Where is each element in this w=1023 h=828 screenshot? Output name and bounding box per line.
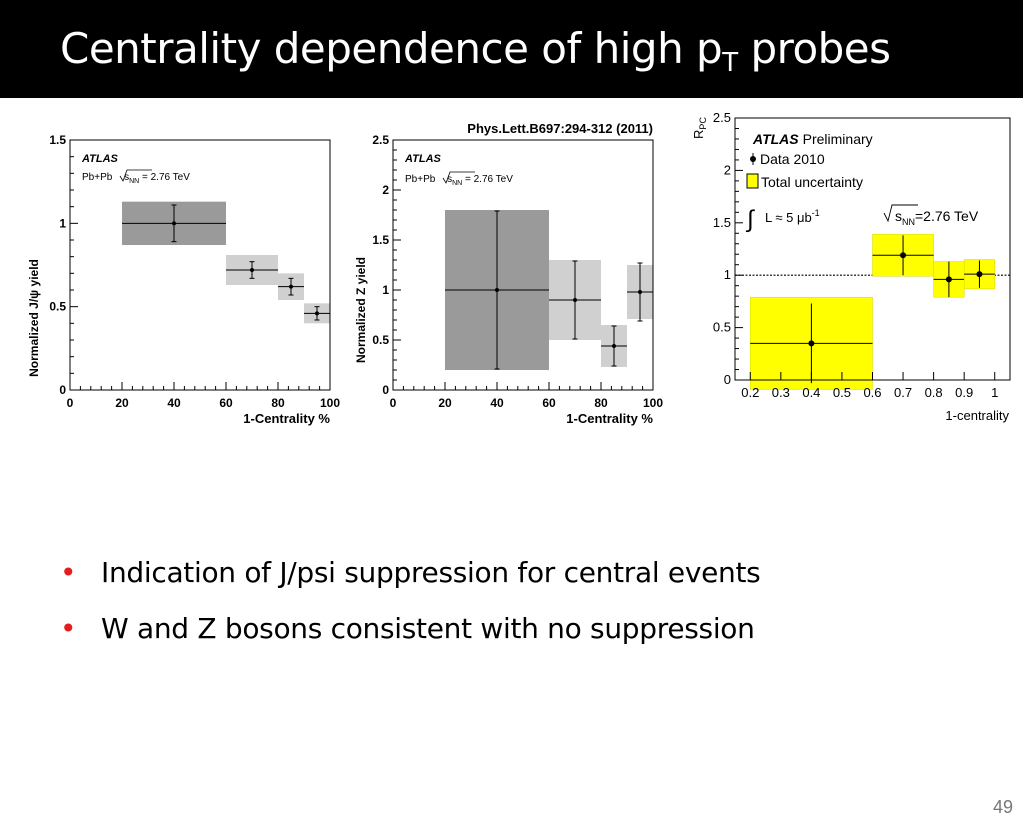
title-subscript: T bbox=[722, 48, 738, 78]
chart3-legend-experiment: ATLAS Preliminary bbox=[752, 131, 873, 147]
chart2-y-tick-label: 2 bbox=[382, 183, 389, 197]
chart1-xlabel: 1-Centrality % bbox=[243, 411, 330, 426]
chart3-y-tick-label: 2 bbox=[724, 162, 731, 177]
chart3-data-point bbox=[976, 271, 983, 278]
page-number: 49 bbox=[992, 797, 1013, 817]
chart3-y-tick-label: 1.5 bbox=[713, 215, 731, 230]
chart1-atlas-label: ATLAS bbox=[81, 153, 119, 165]
chart2-x-tick-label: 80 bbox=[594, 396, 608, 410]
chart3-x-tick-label: 0.2 bbox=[741, 385, 759, 400]
chart3-y-tick-label: 0.5 bbox=[713, 320, 731, 335]
chart3-x-tick-label: 0.8 bbox=[925, 385, 943, 400]
bullet-list: • Indication of J/psi suppression for cen… bbox=[60, 545, 761, 657]
chart3-x-tick-label: 0.5 bbox=[833, 385, 851, 400]
chart2-xlabel: 1-Centrality % bbox=[566, 411, 653, 426]
title-main: Centrality dependence of high p bbox=[60, 24, 723, 73]
chart3-legend-data-marker bbox=[750, 156, 756, 162]
chart3-ylabel: RPC bbox=[691, 117, 708, 139]
chart2-atlas-label: ATLAS bbox=[404, 153, 442, 165]
chart2-sqrt-s: s bbox=[447, 174, 452, 185]
chart1-x-tick-label: 40 bbox=[167, 396, 181, 410]
chart3-sqrt-sign bbox=[883, 204, 918, 223]
chart1-x-tick-label: 80 bbox=[271, 396, 285, 410]
chart1-energy-label: Pb+Pb sNN = 2.76 TeV bbox=[82, 172, 190, 185]
bullet-marker: • bbox=[60, 612, 77, 645]
chart2-y-tick-label: 2.5 bbox=[372, 133, 389, 147]
chart3-x-tick-label: 0.9 bbox=[955, 385, 973, 400]
chart1-x-tick-label: 60 bbox=[219, 396, 233, 410]
bullet-item: • Indication of J/psi suppression for cen… bbox=[60, 545, 761, 601]
chart3-xlabel: 1-centrality bbox=[945, 408, 1009, 423]
chart3-sqrt-s: s bbox=[895, 208, 902, 224]
chart2-data-point bbox=[612, 344, 616, 348]
chart1-x-tick-label: 0 bbox=[67, 396, 74, 410]
chart1-y-tick-label: 1.5 bbox=[49, 133, 66, 147]
chart2-y-tick-label: 0 bbox=[382, 383, 389, 397]
title-bar: Centrality dependence of high pT probes bbox=[0, 0, 1023, 98]
chart3-data-point bbox=[900, 252, 907, 259]
chart2-title: Phys.Lett.B697:294-312 (2011) bbox=[467, 121, 653, 136]
chart1-sqrt-sign bbox=[119, 169, 152, 182]
chart3-x-tick-label: 0.7 bbox=[894, 385, 912, 400]
chart2-y-tick-label: 1 bbox=[382, 283, 389, 297]
chart1-ylabel: Normalized J/ψ yield bbox=[27, 259, 41, 377]
chart2-x-tick-label: 0 bbox=[390, 396, 397, 410]
chart2-x-tick-label: 100 bbox=[643, 396, 663, 410]
slide-title: Centrality dependence of high pT probes bbox=[60, 20, 891, 92]
chart2-plot-frame bbox=[392, 139, 654, 391]
chart1-y-tick-label: 1 bbox=[59, 216, 66, 230]
chart1-x-tick-label: 20 bbox=[115, 396, 129, 410]
chart3-data-point bbox=[945, 276, 952, 283]
chart2-ylabel: Normalized Z yield bbox=[354, 257, 368, 363]
z-yield-chart: Phys.Lett.B697:294-312 (2011) Normalized… bbox=[354, 121, 663, 426]
chart1-data-point bbox=[289, 284, 293, 289]
title-rest: probes bbox=[737, 24, 891, 73]
chart3-energy-label: sNN=2.76 TeV bbox=[895, 208, 979, 227]
chart3-lumi-label: L ≈ 5 μb-1 bbox=[765, 208, 820, 225]
chart3-data-point bbox=[808, 340, 815, 347]
chart1-sqrt-s: s bbox=[124, 172, 129, 183]
chart2-data-point bbox=[495, 288, 499, 292]
bullet-text: Indication of J/psi suppression for cent… bbox=[101, 556, 761, 589]
chart3-x-tick-label: 0.4 bbox=[802, 385, 820, 400]
jpsi-yield-chart: Normalized J/ψ yield 1-Centrality % ATLA… bbox=[27, 133, 340, 426]
bullet-marker: • bbox=[60, 556, 77, 589]
chart2-x-tick-label: 40 bbox=[490, 396, 504, 410]
chart3-legend-data: Data 2010 bbox=[760, 151, 825, 167]
chart1-y-tick-label: 0.5 bbox=[49, 300, 66, 314]
chart3-y-tick-label: 1 bbox=[724, 267, 731, 282]
chart1-x-tick-label: 100 bbox=[320, 396, 340, 410]
chart3-legend-uncertainty-swatch bbox=[746, 173, 759, 189]
chart2-x-tick-label: 60 bbox=[542, 396, 556, 410]
chart3-y-tick-label: 0 bbox=[724, 372, 731, 387]
chart3-y-tick-label: 2.5 bbox=[713, 110, 731, 125]
bullet-item: • W and Z bosons consistent with no suppr… bbox=[60, 601, 760, 657]
chart1-y-tick-label: 0 bbox=[59, 383, 66, 397]
chart3-x-tick-label: 1 bbox=[991, 385, 998, 400]
chart3-x-tick-label: 0.3 bbox=[772, 385, 790, 400]
chart3-x-tick-label: 0.6 bbox=[863, 385, 881, 400]
chart2-y-tick-label: 0.5 bbox=[372, 333, 389, 347]
chart2-energy-label: Pb+Pb sNN = 2.76 TeV bbox=[405, 174, 513, 187]
chart1-data-point bbox=[172, 221, 176, 226]
chart2-y-tick-label: 1.5 bbox=[372, 233, 389, 247]
chart1-plot-frame bbox=[69, 139, 331, 391]
chart2-data-point bbox=[573, 298, 577, 302]
chart2-data-point bbox=[638, 290, 642, 294]
bullet-text: W and Z bosons consistent with no suppre… bbox=[101, 612, 755, 645]
chart2-sqrt-sign bbox=[442, 171, 475, 184]
chart1-data-point bbox=[250, 268, 254, 272]
chart3-legend-uncertainty: Total uncertainty bbox=[761, 174, 863, 190]
chart3-integral-sign: ∫ bbox=[745, 206, 755, 233]
chart2-x-tick-label: 20 bbox=[438, 396, 452, 410]
chart1-data-point bbox=[315, 311, 319, 316]
rpc-chart: RPC 1-centrality ATLAS Preliminary Data 2… bbox=[691, 110, 1011, 423]
